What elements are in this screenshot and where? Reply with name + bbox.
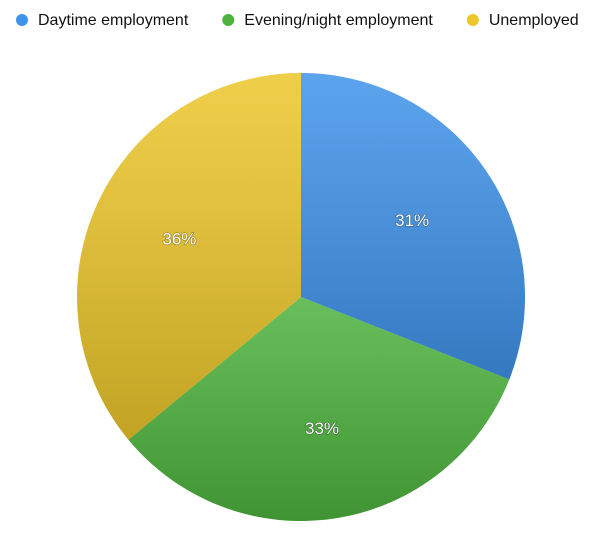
legend-marker — [16, 14, 28, 26]
slice-label: 31% — [395, 211, 429, 230]
legend: Daytime employment Evening/night employme… — [16, 12, 579, 29]
pie: 31% 33% 36% — [77, 73, 526, 521]
legend-label: Unemployed — [489, 12, 579, 29]
legend-marker — [222, 14, 235, 26]
legend-label: Evening/night employment — [244, 12, 433, 29]
slice-label: 33% — [305, 419, 339, 438]
legend-marker — [466, 14, 479, 26]
legend-label: Daytime employment — [38, 12, 189, 29]
slice-label: 36% — [162, 229, 196, 248]
